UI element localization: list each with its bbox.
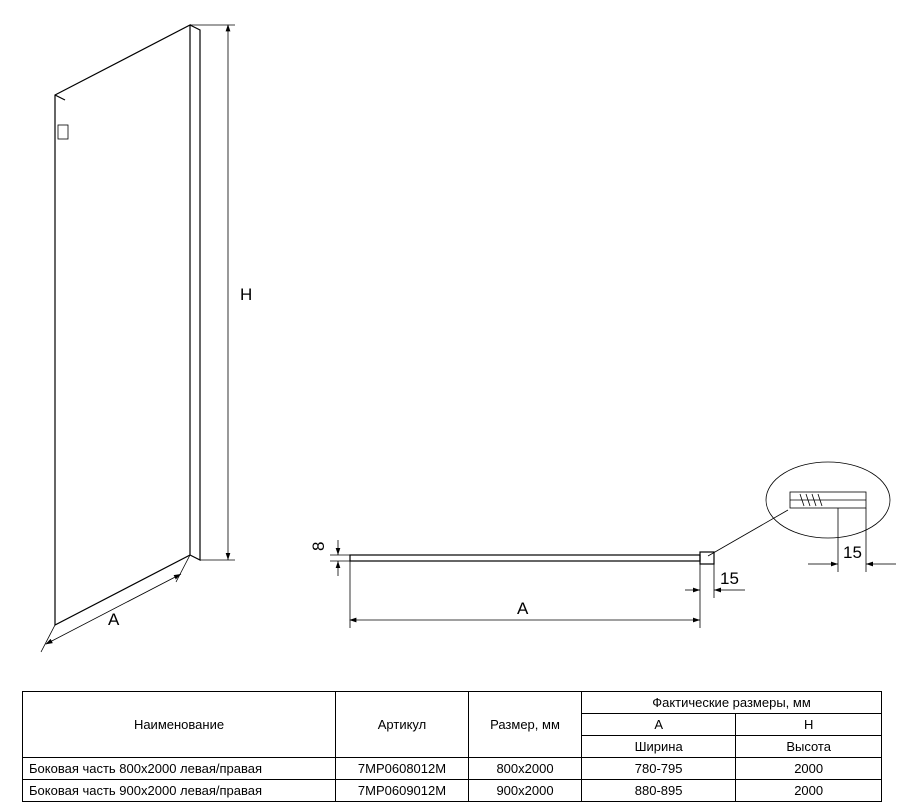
- cell-name: Боковая часть 900х2000 левая/правая: [23, 780, 336, 802]
- cell-size: 800х2000: [469, 758, 582, 780]
- col-width: Ширина: [582, 736, 736, 758]
- table-header-row: Наименование Артикул Размер, мм Фактичес…: [23, 692, 882, 714]
- col-actual: Фактические размеры, мм: [582, 692, 882, 714]
- col-A: A: [582, 714, 736, 736]
- col-height: Высота: [736, 736, 882, 758]
- cell-size: 900х2000: [469, 780, 582, 802]
- iso-panel: H A: [41, 25, 252, 652]
- dim-15-detail: 15: [843, 543, 862, 562]
- table-row: Боковая часть 800х2000 левая/правая 7MP0…: [23, 758, 882, 780]
- spec-table: Наименование Артикул Размер, мм Фактичес…: [22, 691, 882, 802]
- dim-A-iso: A: [108, 610, 120, 629]
- cell-sku: 7MP0609012M: [336, 780, 469, 802]
- drawing-area: H A 8 A 15: [0, 0, 907, 700]
- cell-H: 2000: [736, 758, 882, 780]
- dim-15-top: 15: [720, 569, 739, 588]
- col-H: H: [736, 714, 882, 736]
- detail-view: 15: [766, 462, 896, 572]
- col-sku: Артикул: [336, 692, 469, 758]
- cell-A: 880-895: [582, 780, 736, 802]
- col-size: Размер, мм: [469, 692, 582, 758]
- cell-name: Боковая часть 800х2000 левая/правая: [23, 758, 336, 780]
- cell-H: 2000: [736, 780, 882, 802]
- dim-A-top: A: [517, 599, 529, 618]
- dim-H: H: [240, 285, 252, 304]
- cell-sku: 7MP0608012M: [336, 758, 469, 780]
- table-row: Боковая часть 900х2000 левая/правая 7MP0…: [23, 780, 882, 802]
- col-name: Наименование: [23, 692, 336, 758]
- dim-thickness: 8: [309, 542, 328, 551]
- cell-A: 780-795: [582, 758, 736, 780]
- top-view: 8 A 15: [309, 510, 788, 628]
- technical-drawing: H A 8 A 15: [0, 0, 907, 700]
